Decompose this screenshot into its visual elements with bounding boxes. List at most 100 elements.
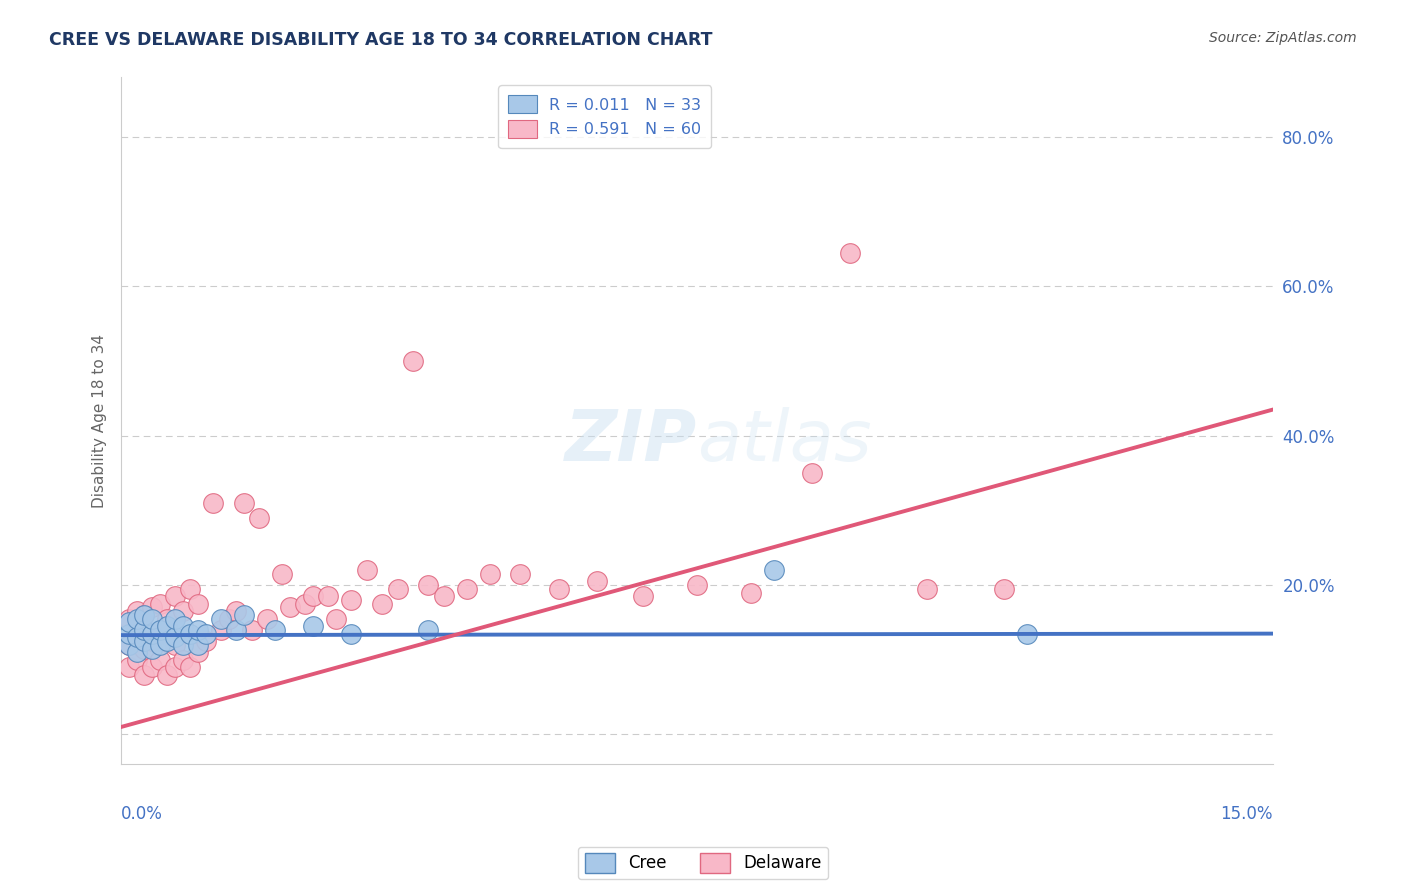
Point [340,626,363,640]
Point [686,578,709,592]
Point [240,623,263,637]
Text: Source: ZipAtlas.com: Source: ZipAtlas.com [1209,31,1357,45]
Point [278,600,301,615]
Point [156,619,179,633]
Point [149,623,172,637]
Point [356,563,378,577]
Point [141,626,163,640]
Point [125,645,148,659]
Point [134,623,156,637]
Point [125,653,148,667]
Point [402,354,425,368]
Point [371,597,394,611]
Point [801,466,824,480]
Point [340,593,363,607]
Point [163,612,186,626]
Point [915,582,938,596]
Point [149,653,172,667]
Point [547,582,569,596]
Point [1015,626,1038,640]
Point [233,607,256,622]
Point [134,607,156,622]
Point [163,638,186,652]
Point [509,566,531,581]
Point [179,660,201,674]
Point [149,626,172,640]
Point [271,566,294,581]
Point [149,638,172,652]
Legend: Cree, Delaware: Cree, Delaware [578,847,828,880]
Point [478,566,501,581]
Point [141,600,163,615]
Point [418,623,440,637]
Point [156,634,179,648]
Point [456,582,478,596]
Point [118,638,141,652]
Point [118,626,141,640]
Point [194,626,217,640]
Point [172,619,194,633]
Point [125,612,148,626]
Point [247,511,270,525]
Point [631,589,654,603]
Legend: R = 0.011   N = 33, R = 0.591   N = 60: R = 0.011 N = 33, R = 0.591 N = 60 [498,86,711,148]
Point [156,612,179,626]
Point [141,641,163,656]
Point [149,597,172,611]
Point [172,604,194,618]
Point [418,578,440,592]
Point [134,634,156,648]
Point [179,626,201,640]
Point [118,615,141,630]
Point [141,634,163,648]
Point [141,660,163,674]
Point [839,245,862,260]
Point [172,653,194,667]
Point [993,582,1015,596]
Point [218,612,240,626]
Text: 0.0%: 0.0% [121,805,163,823]
Point [586,574,609,589]
Point [194,634,217,648]
Text: ZIP: ZIP [565,407,697,476]
Text: 15.0%: 15.0% [1220,805,1272,823]
Point [187,597,209,611]
Point [163,589,186,603]
Point [118,612,141,626]
Point [141,612,163,626]
Point [263,623,285,637]
Point [125,631,148,645]
Point [202,496,225,510]
Point [432,589,454,603]
Point [233,496,256,510]
Y-axis label: Disability Age 18 to 34: Disability Age 18 to 34 [93,334,107,508]
Point [125,604,148,618]
Point [163,660,186,674]
Point [187,638,209,652]
Point [134,667,156,681]
Point [134,607,156,622]
Point [302,619,325,633]
Point [163,631,186,645]
Point [118,660,141,674]
Text: atlas: atlas [697,407,872,476]
Point [318,589,340,603]
Point [179,582,201,596]
Text: CREE VS DELAWARE DISABILITY AGE 18 TO 34 CORRELATION CHART: CREE VS DELAWARE DISABILITY AGE 18 TO 34… [49,31,713,49]
Point [225,623,247,637]
Point [256,612,278,626]
Point [294,597,316,611]
Point [209,612,232,626]
Point [740,585,762,599]
Point [125,631,148,645]
Point [209,623,232,637]
Point [187,645,209,659]
Point [762,563,785,577]
Point [187,623,209,637]
Point [325,612,347,626]
Point [302,589,325,603]
Point [118,638,141,652]
Point [172,638,194,652]
Point [156,667,179,681]
Point [387,582,409,596]
